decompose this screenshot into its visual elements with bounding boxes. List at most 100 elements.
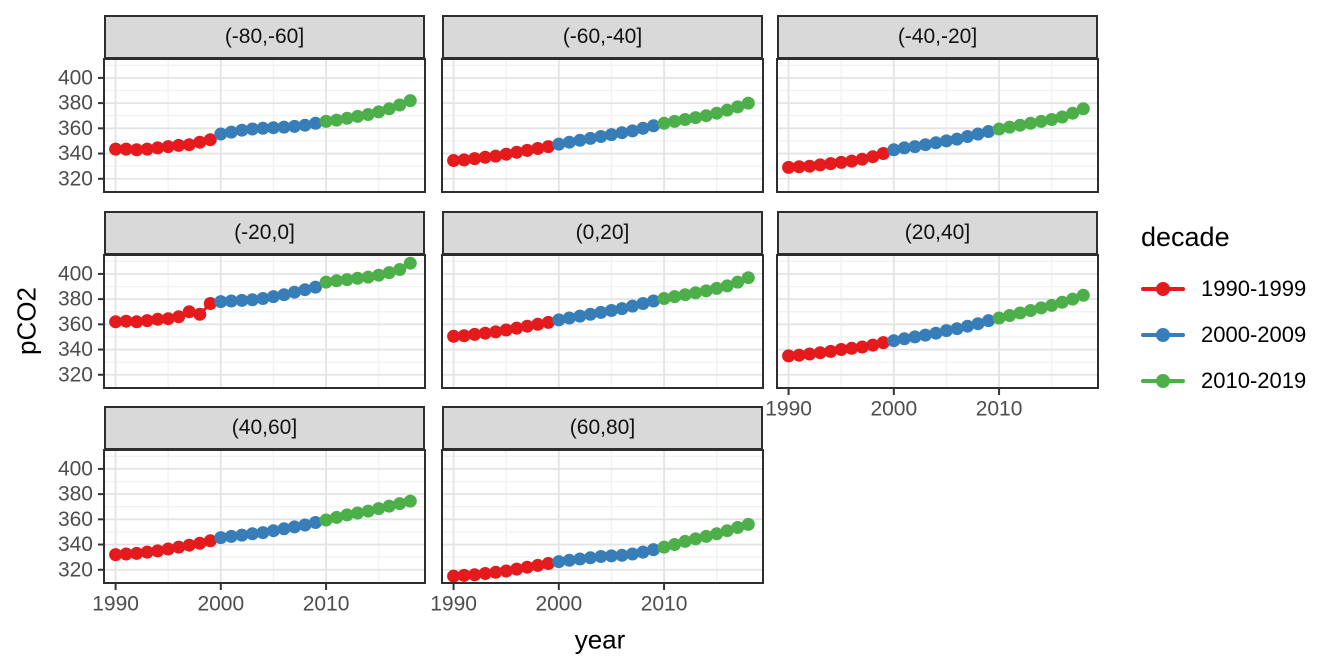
data-point <box>109 142 123 156</box>
data-point <box>151 141 165 155</box>
data-point <box>834 155 848 169</box>
data-point <box>541 557 555 570</box>
data-point <box>824 157 838 171</box>
facet-strip-label: (-80,-60] <box>224 25 305 48</box>
data-point <box>1024 116 1038 130</box>
data-point <box>792 348 806 362</box>
legend-key-icon <box>1141 323 1185 347</box>
y-tick-label: 400 <box>58 262 93 285</box>
data-point <box>876 336 890 350</box>
data-point <box>583 307 597 321</box>
data-point <box>782 160 796 174</box>
data-point <box>403 94 417 108</box>
data-point <box>140 142 154 156</box>
data-point <box>224 529 238 543</box>
facet-panel <box>441 254 764 389</box>
data-point <box>340 508 354 522</box>
data-point <box>510 145 524 159</box>
y-tick-label: 320 <box>58 363 93 386</box>
facet-strip: (-80,-60] <box>104 15 425 59</box>
data-point <box>288 285 301 299</box>
data-point <box>393 98 407 112</box>
data-point <box>939 134 953 148</box>
data-point <box>562 553 576 567</box>
data-point <box>340 111 354 125</box>
data-point <box>182 138 196 152</box>
data-point <box>235 293 249 307</box>
y-tick-label: 340 <box>58 142 93 165</box>
x-tick-label: 1990 <box>430 592 477 615</box>
y-tick-label: 340 <box>58 533 93 556</box>
data-point <box>562 135 576 149</box>
data-point <box>235 528 249 542</box>
x-tick-label: 1990 <box>92 592 139 615</box>
x-tick-label: 2010 <box>641 592 688 615</box>
data-point <box>813 158 827 172</box>
data-point <box>520 319 534 333</box>
legend-label: 2010-2019 <box>1201 368 1307 393</box>
data-point <box>950 132 964 146</box>
data-point <box>351 506 365 520</box>
data-point <box>224 294 238 308</box>
data-point <box>929 136 943 150</box>
legend-dot-icon <box>1156 328 1170 342</box>
x-tick-label: 2000 <box>197 592 244 615</box>
data-point <box>1013 118 1027 132</box>
data-point <box>214 531 228 545</box>
data-point <box>266 290 280 304</box>
legend-entry: 2010-2019 <box>1141 368 1341 393</box>
data-point <box>626 124 639 138</box>
data-point <box>447 154 461 167</box>
data-point <box>961 319 974 333</box>
facet-strip-label: (0,20] <box>575 221 630 244</box>
data-point <box>887 143 901 157</box>
data-point <box>193 135 207 149</box>
data-point <box>457 568 471 582</box>
data-point <box>1045 113 1059 126</box>
data-point <box>918 328 932 342</box>
data-point <box>151 544 165 558</box>
data-point <box>140 545 154 559</box>
data-point <box>193 536 207 550</box>
data-point <box>489 149 503 163</box>
data-point <box>845 341 859 355</box>
x-tick-label: 2000 <box>535 592 582 615</box>
data-point <box>918 138 932 152</box>
data-point <box>172 540 186 554</box>
data-point <box>897 332 911 346</box>
data-point <box>982 314 995 328</box>
data-point <box>971 127 985 141</box>
x-tick-label: 2010 <box>976 397 1023 420</box>
data-point <box>1055 110 1069 124</box>
y-axis-title: pCO2 <box>11 287 42 355</box>
data-point <box>403 256 417 270</box>
data-point <box>109 548 123 562</box>
data-point <box>876 147 890 160</box>
data-point <box>950 322 964 336</box>
data-point <box>468 152 482 166</box>
data-point <box>309 516 322 529</box>
data-point <box>382 266 396 280</box>
data-point <box>573 309 587 323</box>
data-point <box>330 274 344 288</box>
facet-strip-label: (60,80] <box>569 416 636 439</box>
data-point <box>266 121 280 135</box>
y-tick-label: 380 <box>58 92 93 115</box>
data-point <box>224 125 238 139</box>
data-point <box>520 560 534 574</box>
data-point <box>119 142 133 156</box>
data-point <box>245 527 259 541</box>
data-point <box>478 150 492 164</box>
data-point <box>699 109 713 123</box>
data-point <box>678 288 692 302</box>
facet-strip: (-20,0] <box>104 211 425 255</box>
data-point <box>1045 298 1059 312</box>
data-point <box>803 159 817 173</box>
data-point <box>351 109 365 123</box>
data-point <box>741 271 755 285</box>
data-point <box>298 283 312 297</box>
data-point <box>489 325 503 339</box>
